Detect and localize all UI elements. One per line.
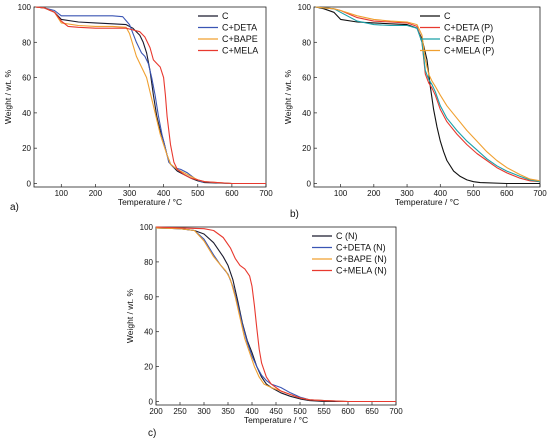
x-tick-label: 400	[434, 189, 448, 198]
panel-a-chart: 100 200 300 400 500 600 700 0 20 40 60 80 100 Tempera…	[3, 3, 273, 207]
series-line-3	[35, 6, 266, 185]
x-tick-label: 300	[123, 189, 137, 198]
x-tick-label: 200	[149, 407, 163, 416]
x-tick-label: 700	[533, 189, 547, 198]
x-tick-label: 700	[389, 407, 403, 416]
y-axis-label: Weight / wt. %	[125, 288, 135, 343]
series-line-2	[155, 227, 396, 403]
x-tick-label: 650	[365, 407, 379, 416]
x-tick-label: 600	[500, 189, 514, 198]
y-tick-label: 80	[22, 38, 31, 47]
x-tick-label: 200	[89, 189, 103, 198]
series-line-2	[315, 6, 541, 183]
y-tick-label: 0	[307, 179, 312, 188]
y-tick-label: 20	[22, 144, 31, 153]
series-line-4	[35, 6, 266, 185]
legend-label: C (N)	[336, 231, 358, 241]
plot-frame	[33, 6, 267, 188]
legend-label: C+BAPE (P)	[444, 34, 494, 44]
legend-label: C+DETA	[222, 23, 257, 33]
x-axis-label: Temperature / °C	[244, 415, 308, 425]
y-tick-label: 40	[302, 109, 311, 118]
series-line-4	[155, 226, 396, 403]
y-tick-label: 60	[144, 293, 153, 302]
x-tick-label: 500	[293, 407, 307, 416]
y-tick-label: 60	[302, 74, 311, 83]
x-tick-label: 550	[317, 407, 331, 416]
x-tick-label: 500	[467, 189, 481, 198]
panel-b-chart: 100 200 300 400 500 600 700 0 20 40 60 80 100 Tempera…	[283, 3, 547, 207]
y-tick-label: 100	[298, 3, 312, 12]
y-tick-label: 100	[140, 223, 154, 232]
panel-label-a: a)	[10, 202, 19, 213]
x-tick-label: 450	[269, 407, 283, 416]
x-tick-label: 600	[225, 189, 239, 198]
x-tick-label: 200	[367, 189, 381, 198]
panel-c-chart: 200 250 300 350 400 450 500 550 600 650 700 0 20 40 60…	[125, 223, 403, 425]
x-tick-label: 500	[191, 189, 205, 198]
y-tick-label: 60	[22, 74, 31, 83]
x-tick-label: 350	[221, 407, 235, 416]
y-tick-label: 0	[149, 398, 154, 407]
panel-label-b: b)	[290, 209, 299, 220]
panel-label-c: c)	[148, 428, 156, 439]
y-tick-label: 0	[27, 179, 32, 188]
x-tick-label: 300	[197, 407, 211, 416]
x-tick-label: 600	[341, 407, 355, 416]
x-tick-label: 100	[334, 189, 348, 198]
y-axis-label: Weight / wt. %	[3, 69, 13, 124]
x-axis-label: Temperature / °C	[395, 197, 459, 207]
legend-label: C+BAPE (N)	[336, 254, 387, 264]
series-line-1	[155, 227, 396, 403]
y-tick-label: 100	[18, 3, 32, 12]
legend-label: C+MELA (P)	[444, 46, 494, 56]
legend-label: C+DETA (P)	[444, 23, 493, 33]
series-line-2	[35, 6, 266, 185]
legend-label: C+DETA (N)	[336, 243, 386, 253]
x-tick-label: 100	[55, 189, 69, 198]
x-axis-label: Temperature / °C	[118, 197, 182, 207]
y-tick-label: 40	[144, 328, 153, 337]
series-line-3	[315, 6, 541, 183]
y-tick-label: 80	[302, 38, 311, 47]
x-tick-label: 400	[157, 189, 171, 198]
x-tick-label: 400	[245, 407, 259, 416]
plot-frame	[313, 6, 541, 188]
y-tick-label: 80	[144, 258, 153, 267]
legend-label: C+MELA (N)	[336, 266, 387, 276]
x-tick-label: 300	[400, 189, 414, 198]
y-tick-label: 20	[144, 363, 153, 372]
x-tick-label: 700	[259, 189, 273, 198]
legend-label: C+MELA	[222, 46, 258, 56]
x-tick-label: 250	[173, 407, 187, 416]
y-tick-label: 20	[302, 144, 311, 153]
legend-label: C	[444, 11, 451, 21]
series-line-1	[315, 6, 540, 185]
legend-label: C	[222, 11, 229, 21]
legend-label: C+BAPE	[222, 34, 258, 44]
y-axis-label: Weight / wt. %	[283, 69, 293, 124]
series-line-4	[315, 6, 541, 182]
y-tick-label: 40	[22, 109, 31, 118]
